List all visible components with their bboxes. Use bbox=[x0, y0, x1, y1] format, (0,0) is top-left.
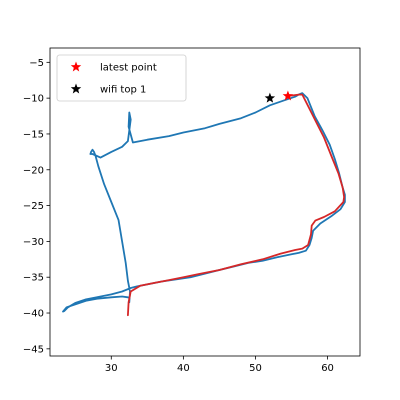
y-tick-label: −20 bbox=[23, 165, 44, 176]
y-tick-label: −40 bbox=[23, 309, 44, 320]
y-tick-label: −25 bbox=[23, 201, 44, 212]
legend-label: wifi top 1 bbox=[100, 85, 146, 96]
x-tick-label: 50 bbox=[249, 363, 262, 374]
y-tick-label: −35 bbox=[23, 273, 44, 284]
y-tick-label: −15 bbox=[23, 129, 44, 140]
x-axis: 30 40 50 60 bbox=[105, 356, 334, 374]
y-tick-label: −5 bbox=[29, 58, 44, 69]
legend-label: latest point bbox=[100, 63, 157, 74]
y-axis: −5 −10 −15 −20 −25 −30 −35 −40 −45 bbox=[23, 58, 50, 355]
y-tick-label: −30 bbox=[23, 237, 44, 248]
plot-frame bbox=[49, 47, 361, 357]
x-tick-label: 40 bbox=[177, 363, 190, 374]
plot-series bbox=[62, 92, 346, 317]
series-line-trajectory bbox=[62, 92, 346, 313]
legend-marker bbox=[70, 83, 82, 94]
marker-wifi-top-1 bbox=[264, 92, 276, 103]
marker-latest-point bbox=[282, 90, 294, 101]
legend-box bbox=[56, 54, 187, 102]
legend-marker bbox=[70, 61, 82, 72]
x-tick-label: 60 bbox=[321, 363, 334, 374]
x-tick-label: 30 bbox=[105, 363, 118, 374]
plot-markers bbox=[264, 90, 294, 103]
y-tick-label: −45 bbox=[23, 344, 44, 355]
legend: latest point wifi top 1 bbox=[56, 54, 187, 102]
y-tick-label: −10 bbox=[23, 94, 44, 105]
series-line-trajectory-recent bbox=[127, 93, 346, 317]
